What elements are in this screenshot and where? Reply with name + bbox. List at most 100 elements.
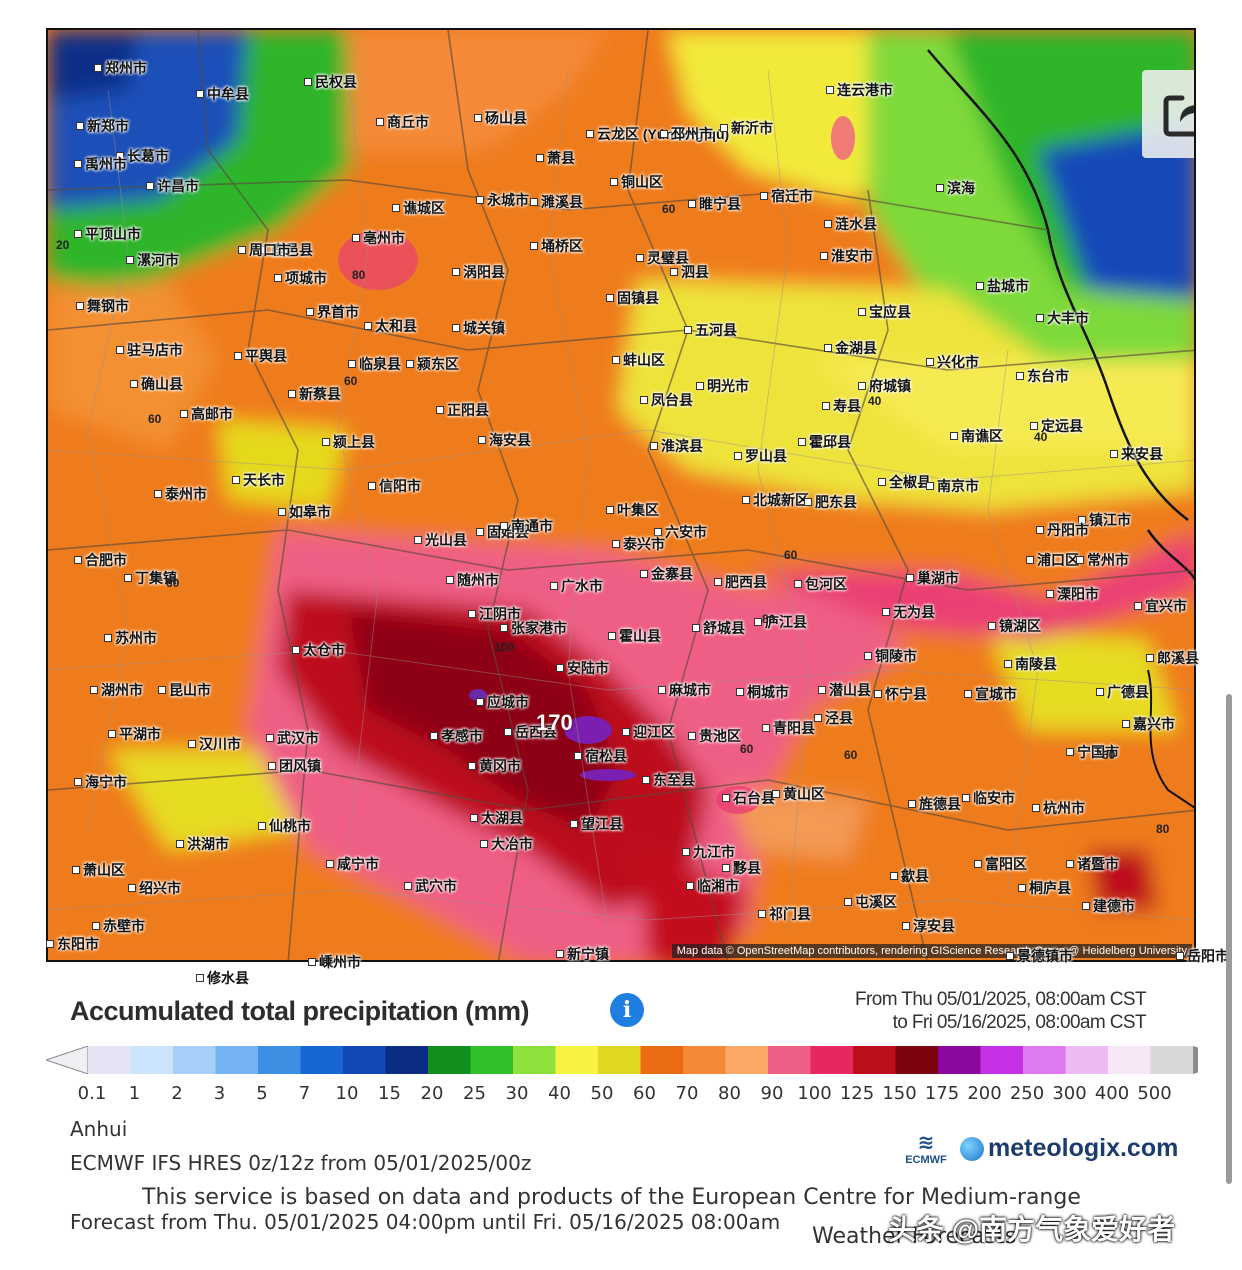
place-label: 镜湖区 — [988, 616, 1041, 636]
city-marker-icon — [976, 282, 984, 290]
place-name: 正阳县 — [447, 402, 489, 418]
scrollbar[interactable] — [1226, 694, 1232, 1184]
city-marker-icon — [988, 622, 996, 630]
place-label: 黄山区 — [772, 784, 825, 804]
city-marker-icon — [348, 360, 356, 368]
globe-icon — [960, 1136, 984, 1161]
place-name: 宿迁市 — [771, 188, 813, 204]
precipitation-map[interactable]: Map data © OpenStreetMap contributors, r… — [46, 28, 1196, 962]
city-marker-icon — [1078, 516, 1086, 524]
place-name: 埇桥区 — [541, 238, 583, 254]
place-label: 周口市 — [238, 240, 291, 260]
service-note: This service is based on data and produc… — [142, 1185, 1081, 1210]
city-marker-icon — [436, 406, 444, 414]
place-name: 灵璧县 — [647, 250, 689, 266]
place-name: 杭州市 — [1043, 800, 1085, 816]
place-name: 贵池区 — [699, 728, 741, 744]
place-label: 蚌山区 — [612, 350, 665, 370]
place-label: 武汉市 — [266, 728, 319, 748]
place-name: 南谯区 — [961, 428, 1003, 444]
scale-color-bin — [470, 1046, 514, 1074]
place-name: 安陆市 — [567, 660, 609, 676]
place-name: 桐庐县 — [1029, 880, 1071, 896]
city-marker-icon — [902, 922, 910, 930]
city-marker-icon — [470, 814, 478, 822]
place-name: 常州市 — [1087, 552, 1129, 568]
place-label: 孝感市 — [430, 726, 483, 746]
city-marker-icon — [76, 302, 84, 310]
place-name: 舒城县 — [703, 620, 745, 636]
place-name: 凤台县 — [651, 392, 693, 408]
place-name: 旌德县 — [919, 796, 961, 812]
place-label: 项城市 — [274, 268, 327, 288]
scale-color-bin — [640, 1046, 684, 1074]
share-button[interactable] — [1142, 70, 1194, 158]
city-marker-icon — [468, 762, 476, 770]
place-name: 泾县 — [825, 710, 853, 726]
city-marker-icon — [468, 610, 476, 618]
place-label: 舒城县 — [692, 618, 745, 638]
place-label: 宁国市 — [1066, 742, 1119, 762]
place-label: 凤台县 — [640, 390, 693, 410]
city-marker-icon — [500, 624, 508, 632]
city-marker-icon — [196, 90, 204, 98]
place-name: 海安县 — [489, 432, 531, 448]
place-name: 郑州市 — [105, 60, 147, 76]
place-label: 濉溪县 — [530, 192, 583, 212]
ecmwf-logo[interactable]: ≋ ECMWF — [896, 1132, 956, 1174]
city-marker-icon — [1122, 720, 1130, 728]
city-marker-icon — [1110, 450, 1118, 458]
city-marker-icon — [804, 498, 812, 506]
place-label: 天长市 — [232, 470, 285, 490]
city-marker-icon — [476, 698, 484, 706]
place-label: 丹阳市 — [1036, 520, 1089, 540]
meteologix-logo[interactable]: meteologix.com — [960, 1134, 1178, 1163]
period-to: to Fri 05/16/2025, 08:00am CST — [892, 1012, 1147, 1033]
place-name: 海宁市 — [85, 774, 127, 790]
place-label: 固镇县 — [606, 288, 659, 308]
place-name: 盐城市 — [987, 278, 1029, 294]
place-label: 望江县 — [570, 814, 623, 834]
place-label: 江阴市 — [468, 604, 521, 624]
place-label: 颍东区 — [406, 354, 459, 374]
place-name: 九江市 — [693, 844, 735, 860]
place-label: 青阳县 — [762, 718, 815, 738]
place-name: 丹阳市 — [1047, 522, 1089, 538]
city-marker-icon — [1082, 902, 1090, 910]
city-marker-icon — [476, 196, 484, 204]
scale-tick-label: 20 — [420, 1083, 444, 1104]
place-name: 六安市 — [665, 524, 707, 540]
place-label: 泰州市 — [154, 484, 207, 504]
city-marker-icon — [814, 714, 822, 722]
scale-tick-label: 1 — [128, 1083, 141, 1104]
city-marker-icon — [844, 898, 852, 906]
city-marker-icon — [606, 294, 614, 302]
ecmwf-symbol-icon: ≋ — [917, 1132, 935, 1154]
place-label: 宿松县 — [574, 746, 627, 766]
city-marker-icon — [1030, 422, 1038, 430]
place-name: 淳安县 — [913, 918, 955, 934]
place-label: 富阳区 — [974, 854, 1027, 874]
city-marker-icon — [480, 840, 488, 848]
place-label: 许昌市 — [146, 176, 199, 196]
place-label: 民权县 — [304, 72, 357, 92]
place-label: 镇江市 — [1078, 510, 1131, 530]
place-name: 浦口区 — [1037, 552, 1079, 568]
city-marker-icon — [530, 198, 538, 206]
place-name: 寿县 — [833, 398, 861, 414]
isoline-label: 80 — [352, 268, 366, 282]
city-marker-icon — [92, 922, 100, 930]
info-icon[interactable]: i — [610, 993, 644, 1027]
city-marker-icon — [452, 268, 460, 276]
isoline-label: 20 — [56, 238, 70, 252]
isoline-label: 40 — [1034, 430, 1048, 444]
city-marker-icon — [890, 872, 898, 880]
city-marker-icon — [650, 442, 658, 450]
place-label: 太仓市 — [292, 640, 345, 660]
scale-tick-label: 10 — [335, 1083, 359, 1104]
scale-color-bin — [428, 1046, 471, 1074]
place-label: 霍邱县 — [798, 432, 851, 452]
place-label: 灵璧县 — [636, 248, 689, 268]
place-label: 庐江县 — [754, 612, 807, 632]
place-label: 郎溪县 — [1146, 648, 1199, 668]
